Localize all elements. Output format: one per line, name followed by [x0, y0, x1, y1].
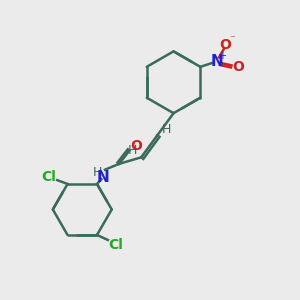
Text: +: +	[218, 51, 226, 61]
Text: ⁻: ⁻	[229, 34, 235, 44]
Text: N: N	[210, 54, 223, 69]
Text: H: H	[128, 144, 137, 158]
Text: H: H	[162, 123, 172, 136]
Text: O: O	[233, 60, 244, 74]
Text: Cl: Cl	[109, 238, 124, 252]
Text: Cl: Cl	[41, 170, 56, 184]
Text: H: H	[92, 166, 102, 178]
Text: O: O	[219, 38, 231, 52]
Text: O: O	[130, 139, 142, 153]
Text: N: N	[97, 169, 109, 184]
